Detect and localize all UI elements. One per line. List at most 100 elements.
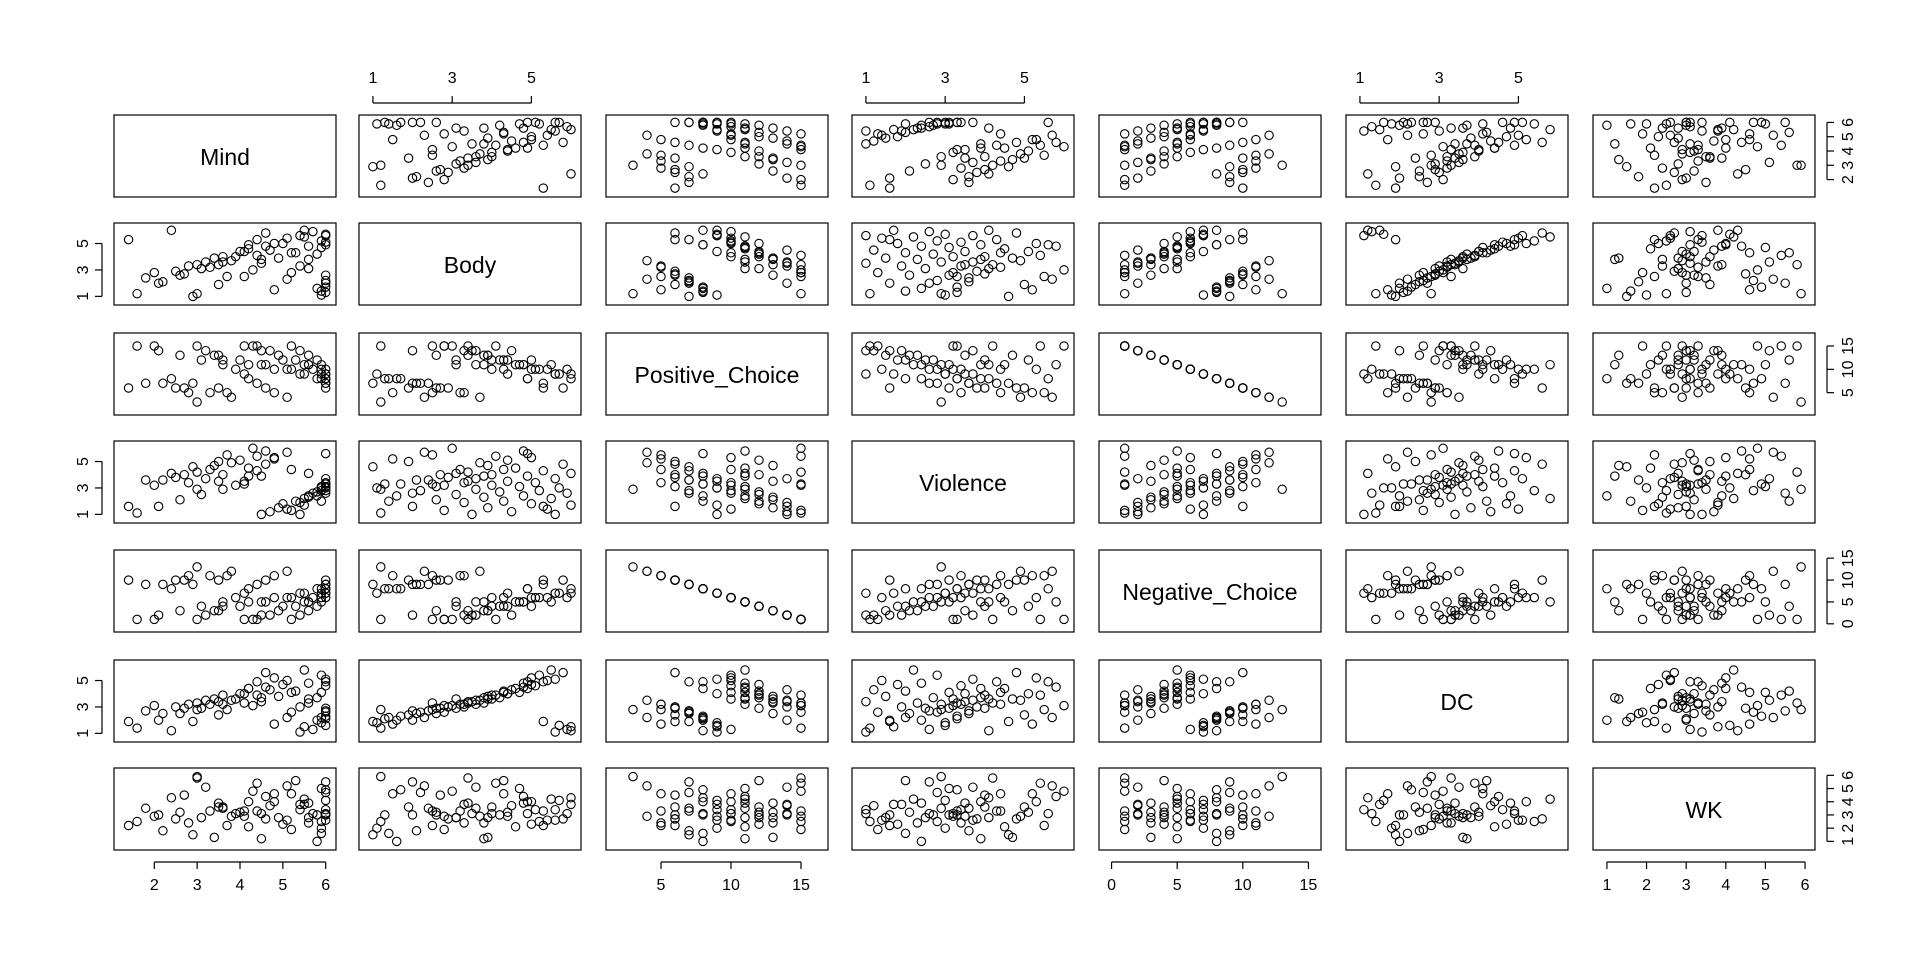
panel-Mind-vs-Violence: [851, 114, 1075, 198]
data-point: [656, 806, 666, 816]
data-point: [1238, 456, 1248, 467]
panel-frame: [1345, 332, 1569, 416]
data-point: [1367, 364, 1377, 375]
data-point: [1015, 566, 1026, 577]
data-point: [796, 174, 806, 185]
data-point: [888, 124, 899, 135]
data-point: [656, 464, 666, 475]
data-point: [782, 261, 792, 271]
data-point: [932, 378, 942, 389]
data-point: [188, 716, 198, 727]
data-point: [782, 715, 792, 725]
tick-label: 4: [1840, 146, 1857, 155]
data-point: [1133, 695, 1143, 706]
data-point: [1172, 232, 1182, 242]
data-point: [1390, 383, 1401, 393]
data-point: [892, 679, 903, 690]
data-point: [892, 819, 903, 829]
data-point: [684, 677, 694, 687]
data-point: [269, 570, 280, 581]
data-point: [1693, 698, 1703, 708]
data-point: [884, 820, 895, 831]
data-point: [980, 790, 990, 800]
data-point: [320, 777, 331, 787]
data-point: [740, 484, 750, 495]
data-point: [522, 471, 533, 481]
data-point: [1185, 789, 1196, 799]
data-point: [782, 257, 792, 267]
data-point: [1402, 447, 1413, 458]
panel-Mind-vs-DC: [1345, 114, 1569, 198]
data-point: [158, 708, 168, 719]
data-point: [865, 180, 875, 191]
data-point: [1470, 355, 1480, 365]
data-point: [427, 614, 438, 625]
data-point: [698, 836, 708, 847]
data-point: [740, 794, 750, 804]
data-point: [1736, 446, 1747, 456]
data-point: [869, 245, 879, 255]
data-point: [498, 775, 509, 786]
data-point: [1159, 246, 1169, 257]
data-point: [936, 288, 946, 299]
data-point: [1697, 727, 1707, 737]
data-point: [282, 566, 292, 577]
data-point: [1159, 679, 1169, 690]
data-point: [892, 238, 903, 249]
data-point: [1224, 485, 1235, 496]
data-point: [1796, 160, 1806, 171]
data-point: [768, 460, 778, 471]
tick-label: 5: [1761, 877, 1770, 894]
data-point: [1133, 473, 1143, 484]
data-point: [1133, 257, 1143, 267]
data-point: [510, 359, 521, 370]
data-point: [320, 804, 331, 815]
data-point: [403, 153, 414, 163]
data-point: [768, 503, 778, 513]
data-point: [1224, 171, 1235, 182]
data-point: [1493, 446, 1504, 456]
data-point: [1756, 373, 1767, 384]
data-point: [1146, 492, 1156, 502]
data-point: [269, 789, 280, 799]
panel-frame: [1098, 222, 1322, 306]
data-point: [213, 696, 224, 707]
data-point: [1238, 167, 1248, 178]
data-point: [796, 614, 806, 625]
data-point: [1760, 242, 1771, 253]
panel-frame: [1592, 549, 1816, 633]
data-point: [483, 460, 493, 471]
data-point: [1462, 833, 1472, 844]
data-point: [230, 592, 241, 603]
data-point: [522, 143, 533, 153]
data-point: [684, 177, 694, 188]
data-point: [1359, 509, 1369, 520]
data-point: [1434, 383, 1444, 393]
data-point: [1402, 392, 1413, 403]
data-point: [1673, 159, 1683, 169]
data-point: [451, 812, 461, 823]
data-point: [1159, 775, 1169, 786]
data-point: [1374, 225, 1385, 236]
data-point: [1172, 359, 1182, 370]
data-point: [260, 682, 271, 692]
data-point: [873, 824, 883, 835]
data-point: [1732, 373, 1743, 384]
data-point: [522, 117, 533, 128]
data-point: [726, 687, 736, 698]
data-point: [984, 263, 994, 274]
data-point: [260, 228, 271, 238]
data-point: [530, 804, 541, 815]
data-point: [538, 575, 549, 585]
data-point: [1681, 173, 1691, 183]
data-point: [299, 794, 310, 804]
data-point: [153, 501, 164, 512]
data-point: [1470, 151, 1480, 162]
data-point: [1039, 271, 1049, 282]
data-point: [968, 257, 978, 267]
data-point: [1238, 810, 1248, 820]
data-point: [1059, 786, 1069, 796]
data-point: [908, 597, 919, 607]
data-point: [1185, 364, 1196, 375]
data-point: [1031, 796, 1042, 807]
